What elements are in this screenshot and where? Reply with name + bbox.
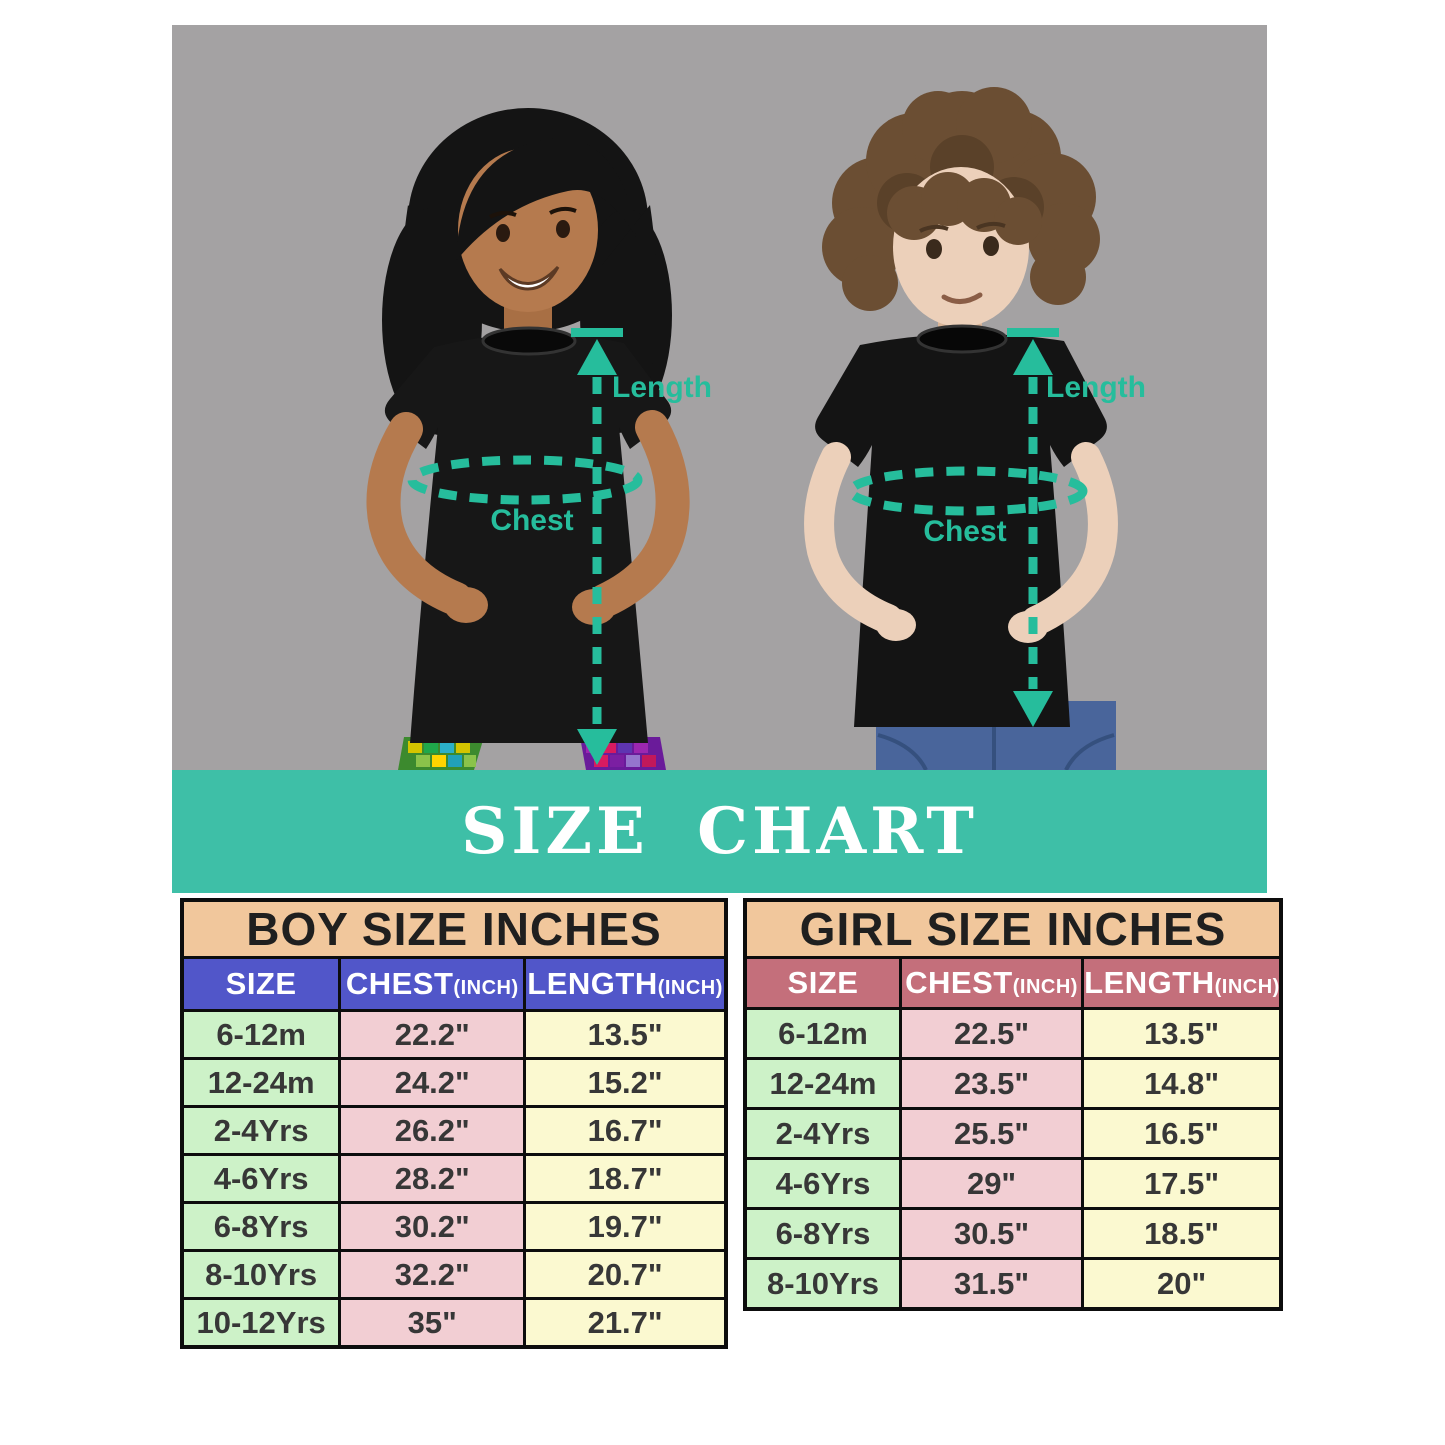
girl-length-top-bar [571, 328, 623, 337]
chest-cell: 32.2" [338, 1249, 527, 1300]
boy-figure [804, 87, 1118, 770]
table-row: 8-10Yrs 32.2" 20.7" [180, 1249, 728, 1300]
boy-size-table: BOY SIZE INCHES SIZE CHEST(INCH) LENGTH(… [180, 898, 728, 1349]
length-cell: 21.7" [523, 1297, 728, 1349]
table-row: 6-12m 22.5" 13.5" [743, 1007, 1283, 1060]
table-row: 2-4Yrs 25.5" 16.5" [743, 1107, 1283, 1160]
chest-cell: 30.2" [338, 1201, 527, 1252]
girl-table-title-row: GIRL SIZE INCHES [743, 898, 1283, 959]
length-cell: 15.2" [523, 1057, 728, 1108]
size-cell: 2-4Yrs [180, 1105, 342, 1156]
boy-length-label: Length [1046, 371, 1146, 404]
length-cell: 16.5" [1081, 1107, 1283, 1160]
size-cell: 4-6Yrs [743, 1157, 902, 1210]
table-row: 2-4Yrs 26.2" 16.7" [180, 1105, 728, 1156]
table-row: 6-8Yrs 30.5" 18.5" [743, 1207, 1283, 1260]
size-cell: 8-10Yrs [180, 1249, 342, 1300]
girl-shorts [398, 737, 666, 770]
chest-unit-suffix: (INCH) [453, 977, 519, 999]
kids-illustration: Length Chest Length Chest [366, 87, 1146, 770]
chest-unit-suffix: (INCH) [1012, 976, 1078, 998]
size-cell: 6-8Yrs [180, 1201, 342, 1252]
chest-cell: 24.2" [338, 1057, 527, 1108]
length-cell: 16.7" [523, 1105, 728, 1156]
chest-cell: 29" [898, 1157, 1085, 1210]
girl-measurements: Length Chest [407, 328, 712, 765]
girl-table-title: GIRL SIZE INCHES [743, 898, 1283, 959]
chest-cell: 28.2" [338, 1153, 527, 1204]
table-row: 6-12m 22.2" 13.5" [180, 1009, 728, 1060]
size-cell: 12-24m [743, 1057, 902, 1110]
length-cell: 18.5" [1081, 1207, 1283, 1260]
length-cell: 13.5" [1081, 1007, 1283, 1060]
size-cell: 8-10Yrs [743, 1257, 902, 1311]
chest-cell: 35" [338, 1297, 527, 1349]
size-cell: 6-8Yrs [743, 1207, 902, 1260]
length-cell: 13.5" [523, 1009, 728, 1060]
length-cell: 20" [1081, 1257, 1283, 1311]
length-column-header: LENGTH(INCH) [1081, 956, 1283, 1010]
length-cell: 20.7" [523, 1249, 728, 1300]
size-cell: 12-24m [180, 1057, 342, 1108]
size-cell: 6-12m [743, 1007, 902, 1060]
boy-chest-ellipse [846, 466, 1088, 516]
boy-length-down-arrowhead [1013, 691, 1053, 727]
girl-table-header-row: SIZE CHEST(INCH) LENGTH(INCH) [743, 956, 1283, 1010]
chest-cell: 23.5" [898, 1057, 1085, 1110]
boy-table-title-row: BOY SIZE INCHES [180, 898, 728, 959]
chest-cell: 26.2" [338, 1105, 527, 1156]
length-cell: 18.7" [523, 1153, 728, 1204]
size-cell: 10-12Yrs [180, 1297, 342, 1349]
chest-column-header: CHEST(INCH) [898, 956, 1085, 1010]
table-row: 12-24m 24.2" 15.2" [180, 1057, 728, 1108]
girl-chest-ellipse [407, 455, 643, 505]
length-cell: 19.7" [523, 1201, 728, 1252]
girl-size-table: GIRL SIZE INCHES SIZE CHEST(INCH) LENGTH… [743, 898, 1283, 1311]
size-chart-banner: SIZE CHART [172, 770, 1267, 893]
boy-table-header-row: SIZE CHEST(INCH) LENGTH(INCH) [180, 956, 728, 1012]
length-unit-suffix: (INCH) [657, 977, 723, 999]
girl-figure [366, 108, 690, 770]
table-row: 6-8Yrs 30.2" 19.7" [180, 1201, 728, 1252]
chest-column-header: CHEST(INCH) [338, 956, 527, 1012]
size-cell: 2-4Yrs [743, 1107, 902, 1160]
table-row: 10-12Yrs 35" 21.7" [180, 1297, 728, 1349]
size-column-header: SIZE [743, 956, 902, 1010]
boy-table-title: BOY SIZE INCHES [180, 898, 728, 959]
size-cell: 4-6Yrs [180, 1153, 342, 1204]
boy-chest-label: Chest [923, 515, 1006, 548]
banner-title: SIZE CHART [461, 794, 978, 869]
length-unit-suffix: (INCH) [1214, 976, 1280, 998]
length-cell: 14.8" [1081, 1057, 1283, 1110]
size-guide-photo: Length Chest Length Chest [172, 25, 1267, 770]
chest-cell: 22.2" [338, 1009, 527, 1060]
chest-cell: 25.5" [898, 1107, 1085, 1160]
chest-cell: 31.5" [898, 1257, 1085, 1311]
boy-length-up-arrowhead [1013, 339, 1053, 375]
chest-cell: 22.5" [898, 1007, 1085, 1060]
girl-chest-label: Chest [490, 504, 573, 537]
table-row: 4-6Yrs 29" 17.5" [743, 1157, 1283, 1210]
girl-length-up-arrowhead [577, 339, 617, 375]
table-row: 4-6Yrs 28.2" 18.7" [180, 1153, 728, 1204]
length-column-header: LENGTH(INCH) [523, 956, 728, 1012]
table-row: 8-10Yrs 31.5" 20" [743, 1257, 1283, 1311]
table-row: 12-24m 23.5" 14.8" [743, 1057, 1283, 1110]
length-cell: 17.5" [1081, 1157, 1283, 1210]
boy-measurements: Length Chest [846, 328, 1146, 727]
girl-length-label: Length [612, 371, 712, 404]
girl-length-down-arrowhead [577, 729, 617, 765]
chest-cell: 30.5" [898, 1207, 1085, 1260]
boy-length-top-bar [1007, 328, 1059, 337]
size-cell: 6-12m [180, 1009, 342, 1060]
size-column-header: SIZE [180, 956, 342, 1012]
